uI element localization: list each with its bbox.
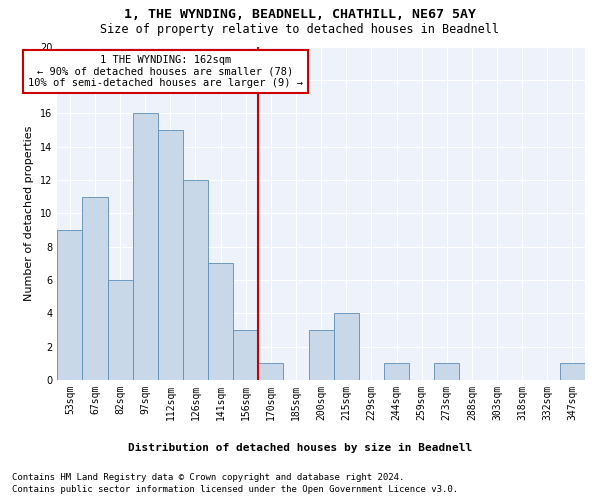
Bar — [308, 330, 334, 380]
Bar — [259, 363, 283, 380]
Text: Distribution of detached houses by size in Beadnell: Distribution of detached houses by size … — [128, 442, 472, 452]
Bar — [233, 330, 259, 380]
Text: 1, THE WYNDING, BEADNELL, CHATHILL, NE67 5AY: 1, THE WYNDING, BEADNELL, CHATHILL, NE67… — [124, 8, 476, 20]
Bar — [183, 180, 208, 380]
Text: Contains public sector information licensed under the Open Government Licence v3: Contains public sector information licen… — [12, 485, 458, 494]
Bar — [334, 313, 359, 380]
Bar — [560, 363, 585, 380]
Bar — [384, 363, 409, 380]
Text: Contains HM Land Registry data © Crown copyright and database right 2024.: Contains HM Land Registry data © Crown c… — [12, 472, 404, 482]
Text: Size of property relative to detached houses in Beadnell: Size of property relative to detached ho… — [101, 22, 499, 36]
Bar — [434, 363, 460, 380]
Bar — [208, 263, 233, 380]
Bar — [158, 130, 183, 380]
Text: 1 THE WYNDING: 162sqm
← 90% of detached houses are smaller (78)
10% of semi-deta: 1 THE WYNDING: 162sqm ← 90% of detached … — [28, 55, 303, 88]
Bar — [82, 196, 107, 380]
Bar — [133, 113, 158, 380]
Y-axis label: Number of detached properties: Number of detached properties — [25, 126, 34, 301]
Bar — [107, 280, 133, 380]
Bar — [57, 230, 82, 380]
